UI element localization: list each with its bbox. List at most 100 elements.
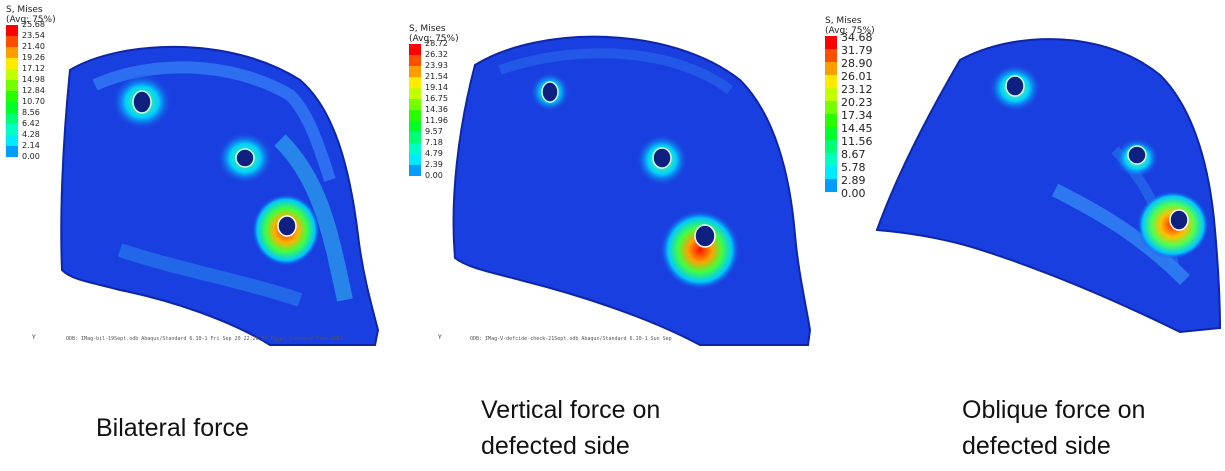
legend-value: 12.84 — [22, 86, 45, 95]
legend-swatch — [6, 113, 18, 124]
legend-swatch — [825, 127, 837, 140]
screw-hole-stress — [660, 210, 740, 290]
legend-row: 7.18 — [409, 139, 459, 154]
legend-value: 2.39 — [425, 160, 443, 169]
legend-title: S, Mises — [825, 16, 862, 26]
legend-swatch — [6, 58, 18, 69]
legend-row: 17.12 — [6, 65, 56, 80]
stress-legend: S, Mises (Avg: 75%) 34.68 31.79 28.90 26.01… — [825, 16, 875, 203]
legend-row: 34.68 — [825, 32, 875, 49]
legend-value: 17.34 — [841, 109, 873, 122]
legend-value: 23.93 — [425, 61, 448, 70]
legend-row: 9.57 — [409, 128, 459, 143]
legend-title: S, Mises — [409, 24, 446, 34]
legend-row: 0.00 — [409, 172, 459, 184]
legend-value: 0.00 — [425, 171, 443, 180]
legend-swatch — [409, 143, 421, 154]
caption-line: Oblique force on — [962, 396, 1146, 424]
legend-swatch — [409, 132, 421, 143]
screw-hole — [1005, 75, 1025, 97]
mandible-mesh — [875, 38, 1222, 334]
caption-line: Bilateral force — [96, 414, 249, 442]
screw-hole — [1169, 209, 1189, 231]
legend-value: 6.42 — [22, 119, 40, 128]
legend-value: 28.72 — [425, 39, 448, 48]
fem-stress-plot — [452, 35, 812, 346]
legend-swatch — [825, 62, 837, 75]
legend-value: 23.12 — [841, 83, 873, 96]
caption-line: defected side — [962, 432, 1111, 460]
legend-value: 17.12 — [22, 64, 45, 73]
legend-value: 19.26 — [22, 53, 45, 62]
legend-value: 8.56 — [22, 108, 40, 117]
caption-line: Vertical force on — [481, 396, 661, 424]
legend-scale: 28.72 26.32 23.93 21.54 19.14 16.75 14.36 11.96… — [409, 40, 459, 184]
legend-subtitle: (Avg: 75%) — [409, 34, 459, 44]
legend-swatch — [825, 75, 837, 88]
caption-oblique-force: Oblique force on defected side — [962, 392, 1145, 464]
legend-row: 0.00 — [6, 153, 56, 165]
legend-value: 0.00 — [841, 187, 866, 200]
legend-row: 20.23 — [825, 97, 875, 114]
legend-value: 5.78 — [841, 161, 866, 174]
legend-swatch — [825, 101, 837, 114]
legend-value: 26.32 — [425, 50, 448, 59]
stress-legend: S, Mises (Avg: 75%) 28.72 26.32 23.93 21.54… — [409, 24, 459, 184]
legend-row: 21.40 — [6, 43, 56, 58]
odb-info-text: ODB: IMag-bil-19Sept.odb Abaqus/Standard… — [66, 336, 343, 342]
legend-row: 14.98 — [6, 76, 56, 91]
legend-value: 7.18 — [425, 138, 443, 147]
legend-swatch — [409, 66, 421, 77]
legend-swatch — [825, 36, 837, 49]
legend-value: 31.79 — [841, 44, 873, 57]
legend-value: 19.14 — [425, 83, 448, 92]
legend-swatch — [825, 88, 837, 101]
legend-swatch — [409, 55, 421, 66]
caption-vertical-force: Vertical force on defected side — [481, 392, 660, 464]
legend-row: 19.26 — [6, 54, 56, 69]
legend-scale: 34.68 31.79 28.90 26.01 23.12 20.23 17.34 14.45… — [825, 32, 875, 203]
fem-stress-plot — [60, 45, 380, 346]
legend-swatch — [6, 47, 18, 58]
legend-row: 10.70 — [6, 98, 56, 113]
legend-value: 8.67 — [841, 148, 866, 161]
legend-swatch — [6, 102, 18, 113]
legend-swatch — [409, 99, 421, 110]
legend-value: 11.56 — [841, 135, 873, 148]
legend-row: 23.93 — [409, 62, 459, 77]
legend-swatch — [6, 135, 18, 146]
legend-value: 14.98 — [22, 75, 45, 84]
legend-row: 8.67 — [825, 149, 875, 166]
odb-info-text: ODB: IMag-V-defcide-check-21Sept.odb Aba… — [470, 336, 672, 342]
mandible-mesh — [452, 35, 812, 346]
legend-value: 11.96 — [425, 116, 448, 125]
legend-row: 2.14 — [6, 142, 56, 157]
legend-swatch — [6, 80, 18, 91]
legend-swatch — [6, 91, 18, 102]
legend-row: 4.79 — [409, 150, 459, 165]
legend-swatch — [825, 179, 837, 192]
legend-value: 0.00 — [22, 152, 40, 161]
legend-swatch — [409, 121, 421, 132]
legend-swatch — [825, 166, 837, 179]
legend-row: 11.56 — [825, 136, 875, 153]
legend-value: 14.45 — [841, 122, 873, 135]
legend-value: 4.28 — [22, 130, 40, 139]
legend-row: 11.96 — [409, 117, 459, 132]
legend-title: S, Mises — [6, 5, 43, 15]
legend-row: 16.75 — [409, 95, 459, 110]
legend-value: 2.14 — [22, 141, 40, 150]
fem-panel-vertical: S, Mises (Avg: 75%) 28.72 26.32 23.93 21.54… — [400, 0, 820, 350]
legend-row: 6.42 — [6, 120, 56, 135]
legend-row: 5.78 — [825, 162, 875, 179]
screw-hole — [652, 147, 672, 169]
screw-hole — [541, 81, 559, 103]
legend-value: 21.54 — [425, 72, 448, 81]
legend-swatch — [409, 165, 421, 176]
axis-label: Y — [438, 334, 442, 341]
fem-panel-bilateral: S, Mises (Avg: 75%) 25.68 23.54 21.40 19.26… — [0, 0, 390, 350]
legend-row: 12.84 — [6, 87, 56, 102]
legend-swatch — [6, 124, 18, 135]
legend-row: 14.45 — [825, 123, 875, 140]
legend-row: 14.36 — [409, 106, 459, 121]
